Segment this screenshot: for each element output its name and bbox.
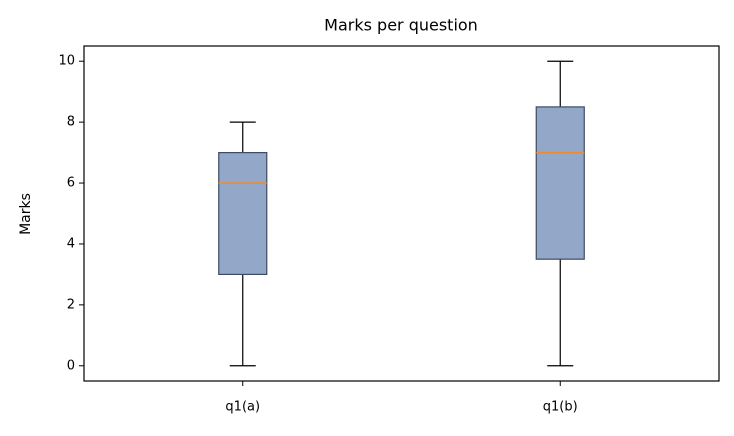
box	[218, 151, 268, 276]
y-tick-label: 8	[67, 115, 75, 130]
x-tick-label: q1(a)	[225, 400, 260, 415]
y-tick-label: 4	[67, 236, 75, 251]
y-tick-label: 2	[67, 297, 75, 312]
x-tick-label: q1(b)	[543, 400, 578, 415]
y-tick-label: 0	[67, 358, 75, 373]
y-axis-label: Marks	[18, 193, 34, 235]
y-tick-label: 6	[67, 176, 75, 191]
chart-title: Marks per question	[324, 16, 478, 35]
box	[535, 106, 585, 260]
axes-frame	[83, 45, 720, 382]
y-tick-label: 10	[58, 54, 75, 69]
